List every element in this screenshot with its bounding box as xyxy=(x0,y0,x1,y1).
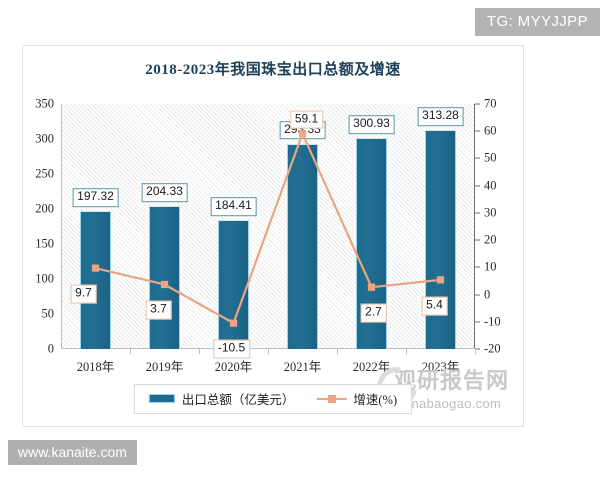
y-axis-left-tick-label: 350 xyxy=(35,96,54,111)
x-axis-label-2023年: 2023年 xyxy=(421,360,460,374)
line-marker-2021年[interactable] xyxy=(298,130,307,138)
y-axis-right-tick-mark xyxy=(475,239,480,241)
legend-bar-swatch-icon xyxy=(148,394,175,403)
y-axis-right-tick-label: 0 xyxy=(484,287,491,302)
y-axis-right-tick-label: 70 xyxy=(484,96,497,111)
line-marker-2023年[interactable] xyxy=(436,276,445,284)
bar-2019年[interactable] xyxy=(149,205,180,349)
y-axis-right-tick-label: 40 xyxy=(484,178,497,193)
y-axis-right-tick-mark xyxy=(475,130,480,132)
bar-value-label: 313.28 xyxy=(417,106,464,126)
y-axis-right-tick-mark xyxy=(475,348,480,350)
line-marker-2022年[interactable] xyxy=(367,283,376,291)
legend-item-line[interactable]: 增速(%) xyxy=(316,389,397,408)
y-axis-left-tick-label: 0 xyxy=(47,341,54,356)
y-axis-right-tick-mark xyxy=(475,266,480,268)
bar-value-label: 300.93 xyxy=(348,115,395,135)
line-value-label: -10.5 xyxy=(212,339,251,359)
y-axis-right-tick-mark xyxy=(475,321,480,323)
bar-2020年[interactable] xyxy=(218,219,249,349)
line-marker-2018年[interactable] xyxy=(91,264,100,272)
y-axis-right-tick-label: -20 xyxy=(484,341,501,356)
y-axis-left-tick-label: 200 xyxy=(35,201,54,216)
y-axis-right-tick-label: 20 xyxy=(484,232,497,247)
y-axis-right-tick-mark xyxy=(475,157,480,159)
bar-value-label: 184.41 xyxy=(210,197,257,216)
bar-value-label: 197.32 xyxy=(72,188,119,207)
y-axis-right-tick-mark xyxy=(475,185,480,187)
chart-legend[interactable]: 出口总额（亿美元） 增速(%) xyxy=(133,384,413,414)
y-axis-left-line xyxy=(61,104,62,349)
bar-2018年[interactable] xyxy=(80,210,111,349)
y-axis-right-tick-label: 60 xyxy=(484,123,497,138)
y-axis-right-tick-label: 10 xyxy=(484,259,497,274)
legend-label-line: 增速(%) xyxy=(353,393,398,407)
y-axis-right-tick-mark xyxy=(475,103,480,105)
y-axis-right-tick-mark xyxy=(475,212,480,214)
y-axis-right-tick-mark xyxy=(475,294,480,296)
x-axis-label-2021年: 2021年 xyxy=(283,360,322,374)
x-axis-label-2018年: 2018年 xyxy=(76,360,115,374)
line-value-label: 3.7 xyxy=(145,301,172,320)
x-axis-tick-mark xyxy=(130,349,131,354)
line-value-label: 2.7 xyxy=(360,303,387,323)
x-axis-tick-mark xyxy=(268,349,269,354)
line-marker-2020年[interactable] xyxy=(229,319,238,327)
bar-value-label: 204.33 xyxy=(141,183,188,202)
y-axis-left-tick-label: 250 xyxy=(35,166,54,181)
y-axis-left-tick-label: 300 xyxy=(35,131,54,146)
line-value-label: 9.7 xyxy=(70,284,97,304)
y-axis-right-tick-label: -10 xyxy=(484,314,501,329)
y-axis-left-tick-label: 50 xyxy=(41,306,55,321)
line-series xyxy=(91,130,445,327)
growth-rate-line xyxy=(95,132,441,325)
x-axis-label-2019年: 2019年 xyxy=(145,360,184,374)
plot-area-wrapper: 0 50 100 150 200 250 300 350 -20 -10 0 10 20 30 40 50 6… xyxy=(35,97,500,375)
x-axis-tick-mark xyxy=(406,349,407,354)
line-marker-2019年[interactable] xyxy=(160,280,169,289)
x-axis-line xyxy=(61,348,475,349)
x-axis-tick-mark xyxy=(199,349,200,354)
bar-2021年[interactable] xyxy=(287,143,318,349)
y-axis-left-tick-label: 150 xyxy=(35,236,54,251)
chart-container: 2018-2023年我国珠宝出口总额及增速 0 50 100 150 200 250 300… xyxy=(22,45,524,427)
y-axis-left-tick-label: 100 xyxy=(35,271,54,286)
legend-line-swatch-icon xyxy=(316,394,347,404)
line-value-label: 5.4 xyxy=(421,296,448,316)
y-axis-right-line xyxy=(474,104,475,349)
source-url-watermark: www.kanaite.com xyxy=(8,440,137,465)
legend-label-bar: 出口总额（亿美元） xyxy=(181,393,295,407)
chart-title: 2018-2023年我国珠宝出口总额及增速 xyxy=(145,62,401,78)
x-axis-tick-mark xyxy=(475,349,476,354)
line-value-label: 59.1 xyxy=(289,110,324,130)
y-axis-right-tick-label: 30 xyxy=(484,205,497,220)
x-axis-tick-mark xyxy=(337,349,338,354)
y-axis-right-tick-label: 50 xyxy=(484,150,497,165)
telegram-watermark: TG: MYYJJPP xyxy=(474,8,600,36)
x-axis-label-2020年: 2020年 xyxy=(214,360,253,374)
legend-item-bar[interactable]: 出口总额（亿美元） xyxy=(148,389,295,408)
x-axis-label-2022年: 2022年 xyxy=(352,360,391,374)
